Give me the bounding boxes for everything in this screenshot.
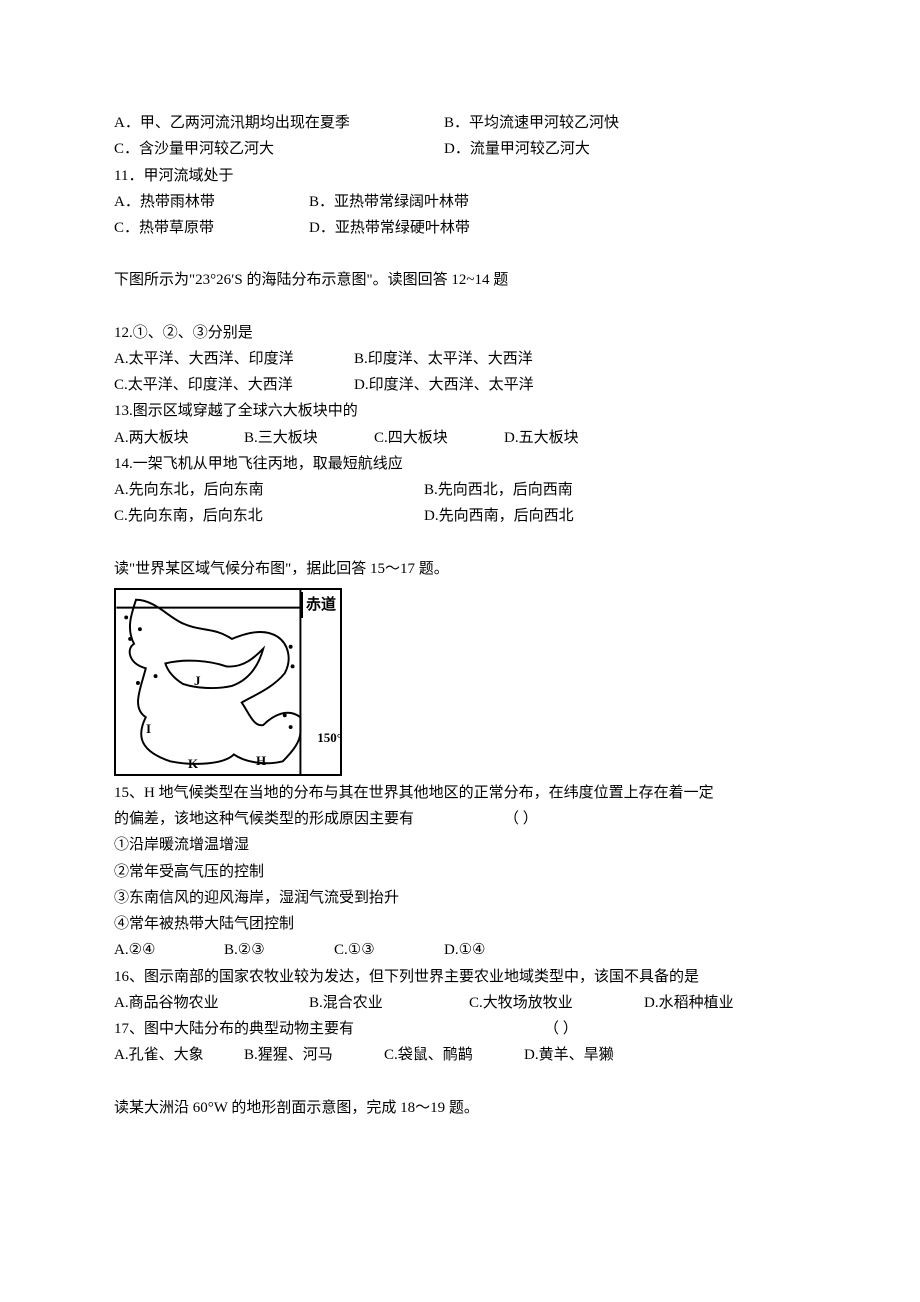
q11-option-d: D．亚热带常绿硬叶林带 [309,215,470,241]
q15-stem-a: 15、H 地气候类型在当地的分布与其在世界其他地区的正常分布，在纬度位置上存在着… [114,780,806,806]
q12-row1: A.太平洋、大西洋、印度洋 B.印度洋、太平洋、大西洋 [114,346,806,372]
q14-option-d: D.先向西南，后向西北 [424,503,574,529]
q14-option-b: B.先向西北，后向西南 [424,477,573,503]
q15-s3: ③东南信风的迎风海岸，湿润气流受到抬升 [114,885,806,911]
q13-option-b: B.三大板块 [244,425,374,451]
q15-options: A.②④ B.②③ C.①③ D.①④ [114,937,806,963]
q13-option-c: C.四大板块 [374,425,504,451]
q12-stem: 12.①、②、③分别是 [114,320,806,346]
intro-18-19: 读某大洲沿 60°W 的地形剖面示意图，完成 18～19 题。 [114,1095,806,1121]
q12-option-a: A.太平洋、大西洋、印度洋 [114,346,354,372]
q10-option-c: C．含沙量甲河较乙河大 [114,136,444,162]
q14-row2: C.先向东南，后向东北 D.先向西南，后向西北 [114,503,806,529]
mark-i: I [146,718,151,741]
q11-option-c: C．热带草原带 [114,215,309,241]
q14-option-c: C.先向东南，后向东北 [114,503,424,529]
map-svg [116,590,340,774]
q12-option-d: D.印度洋、大西洋、太平洋 [354,372,534,398]
q10-row2: C．含沙量甲河较乙河大 D．流量甲河较乙河大 [114,136,806,162]
q17-option-b: B.猩猩、河马 [244,1042,384,1068]
q14-option-a: A.先向东北，后向东南 [114,477,424,503]
q17-paren: （ ） [544,1016,578,1042]
q16-option-c: C.大牧场放牧业 [469,990,644,1016]
q15-s2: ②常年受高气压的控制 [114,859,806,885]
q10-option-a: A．甲、乙两河流汛期均出现在夏季 [114,110,444,136]
q17-option-a: A.孔雀、大象 [114,1042,244,1068]
q11-row1: A．热带雨林带 B．亚热带常绿阔叶林带 [114,189,806,215]
map-figure: 赤道 J I K H 150° [114,588,342,776]
q16-option-b: B.混合农业 [309,990,469,1016]
q13-stem: 13.图示区域穿越了全球六大板块中的 [114,398,806,424]
q15-paren: （ ） [504,806,538,832]
q15-s1: ①沿岸暖流增温增湿 [114,832,806,858]
intro-15-17: 读"世界某区域气候分布图"，据此回答 15～17 题。 [114,556,806,582]
q12-option-b: B.印度洋、太平洋、大西洋 [354,346,533,372]
q13-row: A.两大板块 B.三大板块 C.四大板块 D.五大板块 [114,425,806,451]
q16-option-d: D.水稻种植业 [644,990,734,1016]
q10-row1: A．甲、乙两河流汛期均出现在夏季 B．平均流速甲河较乙河快 [114,110,806,136]
q16-stem: 16、图示南部的国家农牧业较为发达，但下列世界主要农业地域类型中，该国不具备的是 [114,964,806,990]
q15-option-c: C.①③ [334,937,444,963]
q17-stem-row: 17、图中大陆分布的典型动物主要有 （ ） [114,1016,806,1042]
q17-option-c: C.袋鼠、鸸鹋 [384,1042,524,1068]
q13-option-d: D.五大板块 [504,425,579,451]
q16-option-a: A.商品谷物农业 [114,990,309,1016]
mark-j: J [194,670,201,693]
q12-option-c: C.太平洋、印度洋、大西洋 [114,372,354,398]
q11-row2: C．热带草原带 D．亚热带常绿硬叶林带 [114,215,806,241]
intro-12-14: 下图所示为"23°26′S 的海陆分布示意图"。读图回答 12~14 题 [114,267,806,293]
q11-option-b: B．亚热带常绿阔叶林带 [309,189,469,215]
q15-option-a: A.②④ [114,937,224,963]
q15-option-b: B.②③ [224,937,334,963]
q17-stem: 17、图中大陆分布的典型动物主要有 [114,1016,544,1042]
q15-stem-b-row: 的偏差，该地这种气候类型的形成原因主要有 （ ） [114,806,806,832]
q14-stem: 14.一架飞机从甲地飞往丙地，取最短航线应 [114,451,806,477]
q13-option-a: A.两大板块 [114,425,244,451]
lon-label: 150° [317,727,342,750]
mark-h: H [256,750,266,773]
q14-row1: A.先向东北，后向东南 B.先向西北，后向西南 [114,477,806,503]
q15-s4: ④常年被热带大陆气团控制 [114,911,806,937]
q15-option-d: D.①④ [444,937,485,963]
q11-stem: 11．甲河流域处于 [114,163,806,189]
q17-option-d: D.黄羊、旱獭 [524,1042,614,1068]
q10-option-b: B．平均流速甲河较乙河快 [444,110,619,136]
q17-options: A.孔雀、大象 B.猩猩、河马 C.袋鼠、鸸鹋 D.黄羊、旱獭 [114,1042,806,1068]
q12-row2: C.太平洋、印度洋、大西洋 D.印度洋、大西洋、太平洋 [114,372,806,398]
q16-options: A.商品谷物农业 B.混合农业 C.大牧场放牧业 D.水稻种植业 [114,990,806,1016]
q10-option-d: D．流量甲河较乙河大 [444,136,590,162]
mark-k: K [188,753,198,776]
q11-option-a: A．热带雨林带 [114,189,309,215]
q15-stem-b: 的偏差，该地这种气候类型的形成原因主要有 [114,806,504,832]
